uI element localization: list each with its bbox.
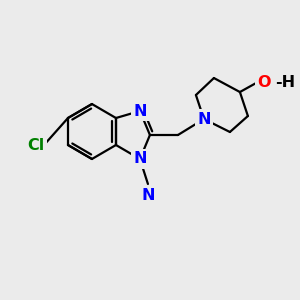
Text: O: O — [257, 74, 271, 89]
Text: Cl: Cl — [27, 137, 45, 152]
Text: N: N — [133, 152, 147, 166]
Text: N: N — [197, 112, 211, 127]
Text: N: N — [133, 103, 147, 118]
Text: N: N — [141, 188, 155, 203]
Text: -H: -H — [275, 74, 295, 89]
